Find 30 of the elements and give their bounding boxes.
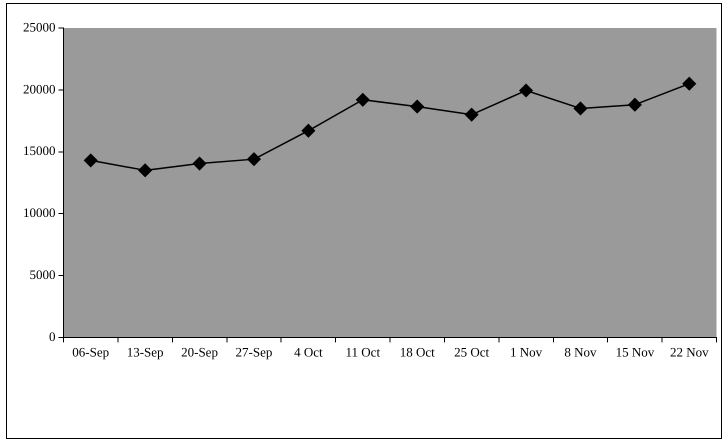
- x-tick-label: 20-Sep: [181, 344, 218, 360]
- point: [356, 93, 370, 107]
- point: [410, 100, 424, 114]
- x-tick-label: 22 Nov: [670, 344, 710, 360]
- y-tick-label: 5000: [30, 266, 56, 282]
- x-tick-label: 15 Nov: [616, 344, 655, 360]
- x-tick-label: 13-Sep: [126, 344, 164, 360]
- point: [574, 102, 588, 116]
- point: [302, 124, 316, 138]
- y-tick-label: 25000: [23, 19, 56, 34]
- point: [464, 108, 478, 122]
- y-tick-label: 15000: [23, 143, 56, 158]
- point: [138, 164, 152, 178]
- x-tick-label: 18 Oct: [400, 344, 436, 360]
- point: [628, 98, 642, 112]
- x-tick-label: 4 Oct: [294, 344, 324, 360]
- point: [682, 76, 696, 90]
- x-tick-label: 8 Nov: [564, 344, 598, 360]
- y-tick-label: 20000: [23, 81, 56, 96]
- y-tick-label: 10000: [23, 205, 56, 220]
- y-tick-label: 0: [49, 328, 56, 344]
- x-tick-label: 06-Sep: [72, 344, 110, 360]
- point: [192, 156, 206, 170]
- point: [247, 152, 261, 166]
- point: [84, 154, 98, 168]
- x-tick-label: 1 Nov: [510, 344, 543, 360]
- x-tick-label: 25 Oct: [454, 344, 490, 360]
- x-tick-label: 27-Sep: [236, 344, 272, 360]
- point: [519, 84, 533, 98]
- x-tick-label: 11 Oct: [346, 344, 380, 360]
